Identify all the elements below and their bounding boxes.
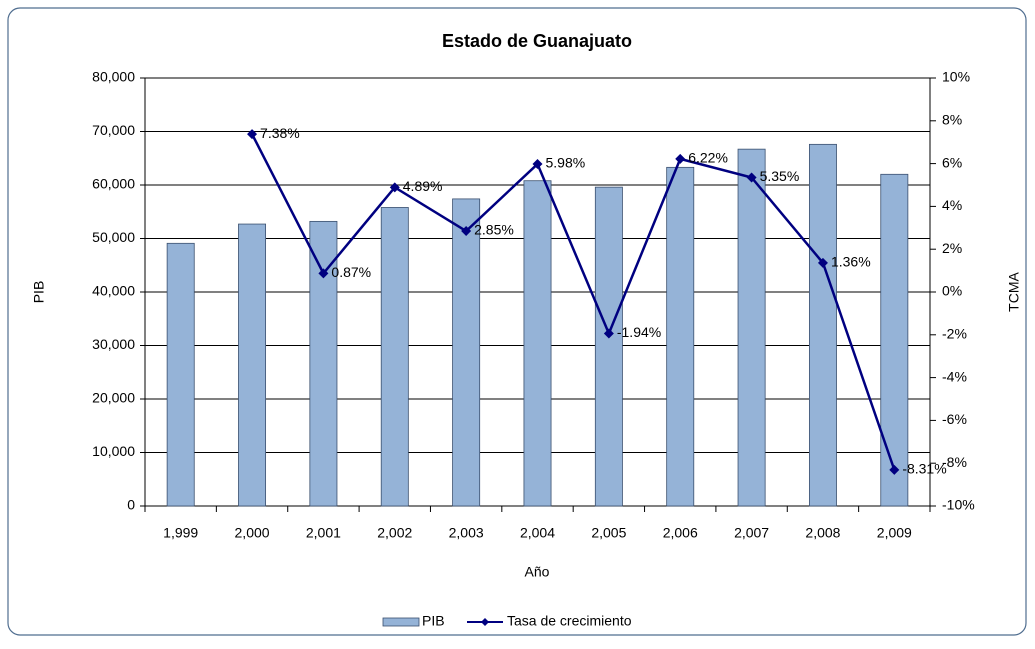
marker [746,172,757,183]
marker [389,182,400,193]
bar [166,242,195,507]
legend-marker [481,618,489,626]
data-label: 4.89% [403,178,443,194]
x-tick-label: 2,004 [520,525,555,541]
x-tick-label: 2,008 [805,525,840,541]
data-label: 7.38% [260,125,300,141]
y-tick-label: 80,000 [92,69,135,85]
legend-label: PIB [422,613,445,629]
x-tick-label: 2,006 [663,525,698,541]
y2-tick-label: -6% [942,411,967,427]
bar [452,198,481,507]
marker [889,464,900,475]
data-label: 2.85% [474,222,514,238]
y-tick-label: 50,000 [92,229,135,245]
marker [318,268,329,279]
marker [817,257,828,268]
y2-tick-label: 0% [942,283,962,299]
y2-tick-label: -2% [942,326,967,342]
y-tick-label: 60,000 [92,176,135,192]
y2-tick-label: -8% [942,454,967,470]
y2-tick-label: 8% [942,112,962,128]
x-axis-title: Año [525,564,550,580]
x-tick-label: 2,009 [877,525,912,541]
data-label: 1.36% [831,254,871,270]
x-tick-label: 1,999 [163,525,198,541]
bar [880,173,909,507]
chart-title: Estado de Guanajuato [442,31,632,51]
data-label: -1.94% [617,324,661,340]
bar [666,166,695,507]
y-tick-label: 0 [127,497,135,513]
bar [523,180,552,507]
marker [461,226,472,237]
data-label: 5.98% [546,155,586,171]
y-tick-label: 40,000 [92,283,135,299]
x-tick-label: 2,001 [306,525,341,541]
chart-frame [7,7,1027,636]
y2-tick-label: 2% [942,240,962,256]
y2-tick-label: 6% [942,154,962,170]
marker [675,153,686,164]
line [250,133,896,471]
legend-swatch [382,617,420,627]
bar [238,223,267,507]
y2-tick-label: -10% [942,497,975,513]
y2-axis-title: TCMA [1006,272,1022,312]
bar [737,148,766,507]
marker [532,159,543,170]
x-tick-label: 2,005 [591,525,626,541]
y2-tick-label: 10% [942,69,970,85]
x-tick-label: 2,002 [377,525,412,541]
x-tick-label: 2,003 [449,525,484,541]
marker [247,129,258,140]
bar [380,207,409,507]
y-tick-label: 20,000 [92,390,135,406]
data-label: 0.87% [331,264,371,280]
y2-tick-label: -4% [942,368,967,384]
data-label: 5.35% [760,168,800,184]
x-tick-label: 2,000 [235,525,270,541]
y-tick-label: 10,000 [92,443,135,459]
y-tick-label: 70,000 [92,122,135,138]
y-tick-label: 30,000 [92,336,135,352]
y2-tick-label: 4% [942,197,962,213]
y-axis-title: PIB [31,281,47,304]
bar [594,186,623,507]
legend-label: Tasa de crecimiento [507,613,632,629]
x-tick-label: 2,007 [734,525,769,541]
marker [603,328,614,339]
data-label: 6.22% [688,150,728,166]
data-label: -8.31% [902,461,946,477]
bar [808,143,837,507]
